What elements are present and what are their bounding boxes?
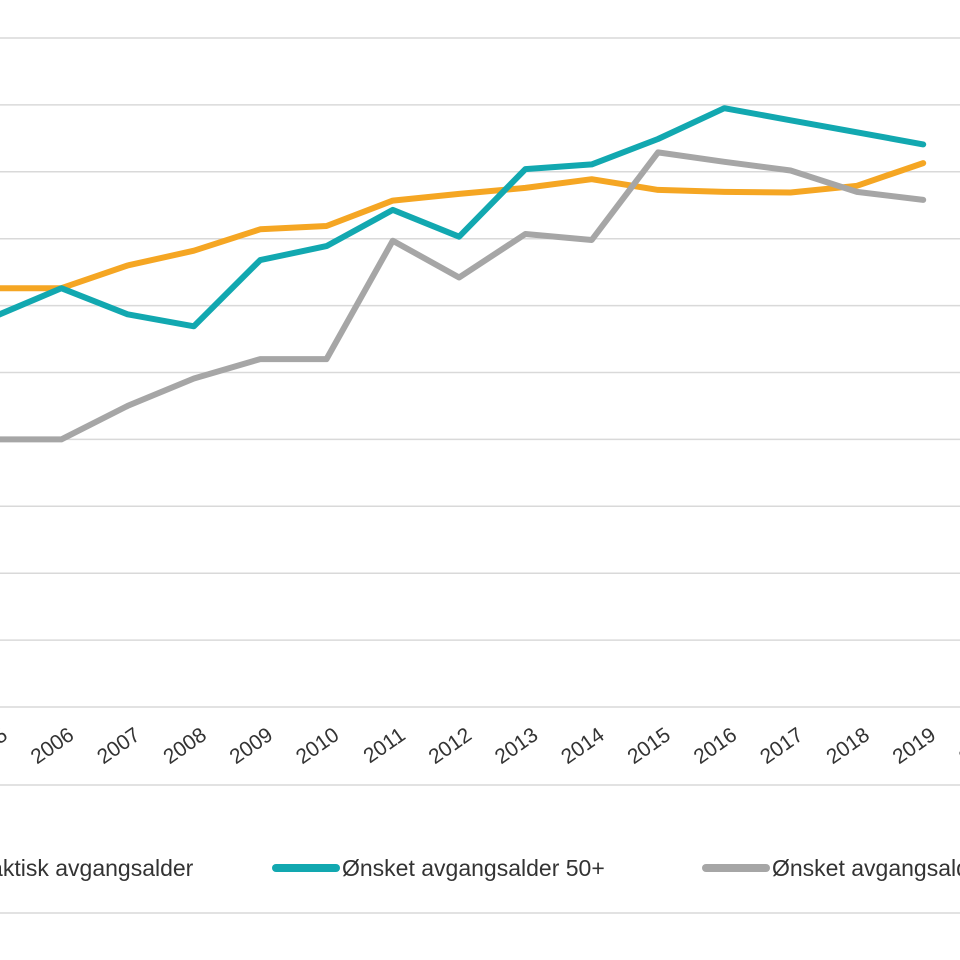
legend-item-actual: Faktisk avgangsalder — [0, 855, 194, 881]
legend: Faktisk avgangsalder Ønsket avgangsalder… — [0, 855, 960, 881]
x-tick-label: 2018 — [822, 723, 873, 769]
x-tick-label: 2012 — [425, 723, 476, 769]
legend-item-desired: Ønsket avgangsalder — [702, 855, 960, 881]
x-tick-label: 2019 — [889, 723, 940, 769]
x-tick-label: 2007 — [93, 723, 144, 769]
gridlines — [0, 37, 960, 708]
x-tick-label: 2011 — [359, 723, 409, 768]
x-tick-label: 2016 — [690, 723, 741, 769]
x-tick-label: 2005 — [0, 723, 12, 769]
series-line-2 — [0, 149, 927, 443]
legend-label-actual: Faktisk avgangsalder — [0, 855, 194, 881]
legend-label-desired: Ønsket avgangsalder — [772, 855, 960, 881]
x-axis-tick-labels: 2005 2006 2007 2008 2009 2010 2011 2012 2013 2014… — [0, 723, 960, 769]
x-tick-label: 2017 — [756, 723, 807, 769]
x-tick-label: 2020 — [955, 723, 960, 769]
series-line-1 — [0, 105, 927, 330]
series-line-0 — [0, 160, 927, 292]
x-tick-label: 2015 — [623, 723, 674, 769]
legend-item-desired-50plus: Ønsket avgangsalder 50+ — [272, 855, 605, 881]
x-tick-label: 2008 — [159, 723, 210, 769]
x-tick-label: 2009 — [226, 723, 277, 769]
x-tick-label: 2013 — [491, 723, 542, 769]
legend-label-desired-50plus: Ønsket avgangsalder 50+ — [342, 855, 605, 881]
x-tick-label: 2006 — [27, 723, 78, 769]
x-tick-label: 2014 — [557, 723, 609, 769]
x-tick-label: 2010 — [292, 723, 343, 769]
series-lines — [0, 105, 927, 443]
